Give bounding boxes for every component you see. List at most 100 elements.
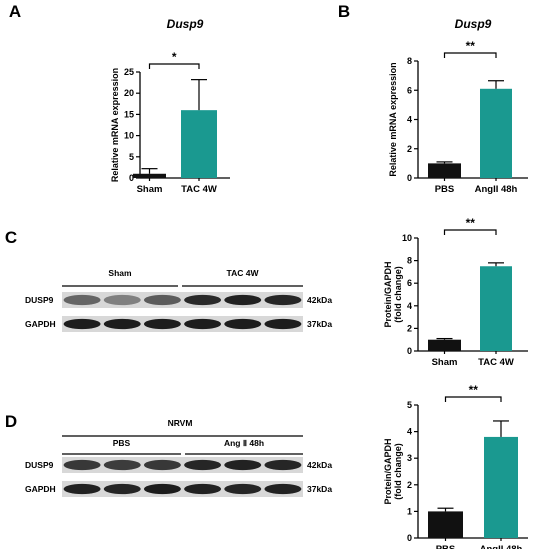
y-tick-label: 0: [407, 173, 412, 183]
chart-a: A Dusp9 0 5 10 15 20 25 Relative mRNA expression…: [9, 2, 230, 195]
y-tick-label: 10: [402, 233, 412, 243]
blot-band: [224, 294, 262, 306]
blot-band: [224, 459, 262, 471]
y-tick-label: 8: [407, 256, 412, 266]
y-axis-label-line: Relative mRNA expression: [388, 62, 398, 176]
significance-bracket: [443, 52, 497, 58]
blot-band: [103, 318, 141, 330]
blot-row-label: DUSP9: [25, 460, 54, 470]
blot-header: NRVM: [168, 418, 193, 428]
x-tick-label: Sham: [137, 184, 163, 195]
chart-d: 0 1 2 3 4 5 Protein/GAPDH(fold change) PBS AngII…: [383, 383, 528, 554]
chart-title: Dusp9: [167, 17, 204, 31]
x-tick-label: AngII 48h: [475, 184, 518, 195]
blot-band: [63, 459, 101, 471]
panel-label: C: [5, 228, 17, 247]
blot-kda-label: 42kDa: [307, 295, 332, 305]
blot-row-label: GAPDH: [25, 319, 56, 329]
blot-band: [103, 459, 141, 471]
blot-kda-label: 42kDa: [307, 460, 332, 470]
blot-band: [103, 483, 141, 495]
y-axis-label: Protein/GAPDH(fold change): [383, 438, 403, 504]
blot-kda-label: 37kDa: [307, 319, 332, 329]
y-tick-label: 20: [124, 88, 134, 98]
blot-band: [63, 483, 101, 495]
x-tick-label: Sham: [432, 357, 458, 368]
bar: [428, 163, 461, 178]
y-tick-label: 4: [407, 115, 412, 125]
blot-row-label: DUSP9: [25, 295, 54, 305]
y-tick-label: 5: [129, 152, 134, 162]
blot-band: [63, 318, 101, 330]
significance-bracket: [443, 229, 497, 235]
blot-kda-label: 37kDa: [307, 484, 332, 494]
significance-marker: *: [172, 50, 177, 64]
blot-band: [143, 318, 181, 330]
y-axis-label-line: (fold change): [393, 266, 403, 323]
significance-marker: **: [466, 39, 476, 53]
x-tick-label: TAC 4W: [181, 184, 217, 195]
x-tick-label: TAC 4W: [478, 357, 514, 368]
blot-band: [103, 294, 141, 306]
blot-band: [63, 294, 101, 306]
bar: [181, 110, 217, 178]
chart-c: 0 2 4 6 8 10 Protein/GAPDH(fold change) Sham TAC…: [383, 216, 528, 368]
y-axis-label-line: (fold change): [393, 443, 403, 500]
y-tick-label: 5: [407, 400, 412, 410]
significance-marker: **: [466, 216, 476, 230]
blot-group-label: Ang Ⅱ 48h: [224, 438, 264, 448]
y-tick-label: 2: [407, 480, 412, 490]
bar: [484, 436, 518, 538]
blot-band: [224, 318, 262, 330]
y-axis-label: Relative mRNA expression: [110, 68, 120, 182]
blot-band: [224, 483, 262, 495]
bar: [428, 511, 463, 538]
x-tick-label: PBS: [435, 184, 455, 195]
y-tick-label: 25: [124, 67, 134, 77]
blot-group-label: PBS: [113, 438, 131, 448]
blot-panel-d: D NRVM PBS Ang Ⅱ 48h DUSP9 42kDa GAPDH 37kDa: [5, 412, 332, 497]
y-tick-label: 0: [407, 533, 412, 543]
panel-label: B: [338, 2, 350, 21]
y-tick-label: 2: [407, 323, 412, 333]
blot-group-label: Sham: [108, 268, 132, 278]
y-axis-label: Protein/GAPDH(fold change): [383, 261, 403, 327]
blot-band: [184, 318, 222, 330]
blot-band: [264, 459, 302, 471]
significance-bracket: [444, 396, 502, 402]
bar: [480, 88, 512, 178]
blot-band: [264, 294, 302, 306]
y-tick-label: 15: [124, 109, 134, 119]
y-tick-label: 3: [407, 453, 412, 463]
blot-band: [143, 459, 181, 471]
blot-band: [184, 294, 222, 306]
y-tick-label: 0: [407, 346, 412, 356]
chart-b: B Dusp9 0 2 4 6 8 Relative mRNA expression PBS An…: [338, 2, 528, 195]
y-tick-label: 6: [407, 278, 412, 288]
blot-band: [143, 483, 181, 495]
bar: [133, 173, 166, 178]
blot-group-label: TAC 4W: [227, 268, 260, 278]
blot-band: [184, 459, 222, 471]
y-axis-label-line: Protein/GAPDH: [383, 438, 393, 504]
y-tick-label: 1: [407, 506, 412, 516]
blot-panel-c: C Sham TAC 4W DUSP9 42kDa GAPDH 37kDa: [5, 228, 332, 332]
y-axis-label-line: Protein/GAPDH: [383, 261, 393, 327]
y-tick-label: 10: [124, 131, 134, 141]
blot-row-label: GAPDH: [25, 484, 56, 494]
y-axis-label: Relative mRNA expression: [388, 62, 398, 176]
blot-band: [184, 483, 222, 495]
y-tick-label: 8: [407, 56, 412, 66]
y-tick-label: 4: [407, 301, 412, 311]
blot-band: [264, 483, 302, 495]
y-tick-label: 0: [129, 173, 134, 183]
x-tick-label: AngII 48h: [480, 544, 523, 549]
y-tick-label: 4: [407, 427, 412, 437]
bar: [428, 339, 461, 351]
x-tick-label: PBS: [436, 544, 456, 549]
blot-layer: C Sham TAC 4W DUSP9 42kDa GAPDH 37kDa D NRVM PBS A…: [5, 228, 332, 497]
y-tick-label: 2: [407, 144, 412, 154]
significance-marker: **: [469, 383, 479, 397]
